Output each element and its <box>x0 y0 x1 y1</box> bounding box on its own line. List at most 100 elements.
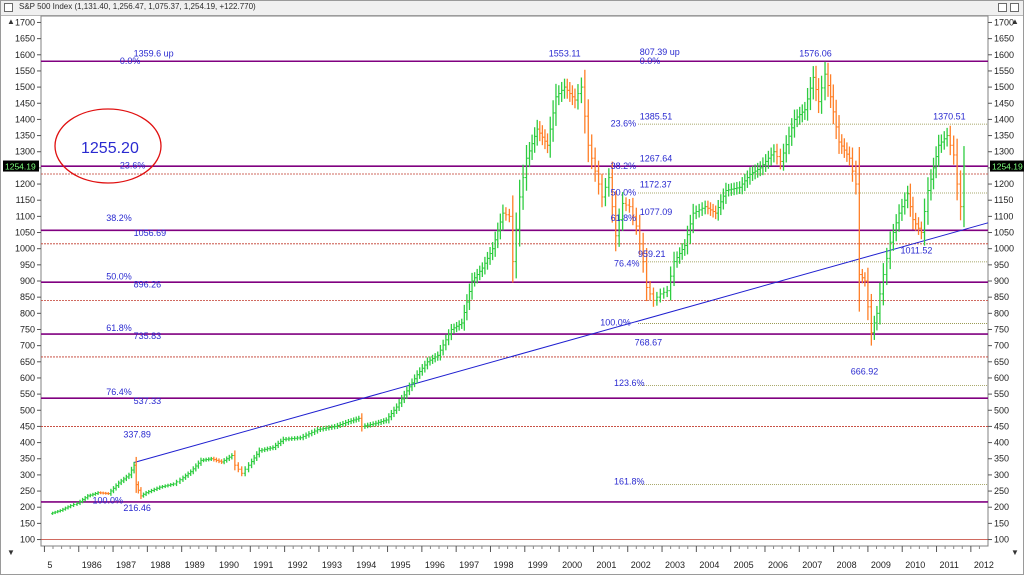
y-tick-label-left: 500 <box>20 405 35 415</box>
fib-annotation: 1553.11 <box>549 48 581 58</box>
scroll-up-icon-left[interactable]: ▲ <box>7 17 15 26</box>
fib-annotation: 1172.37 <box>640 179 672 189</box>
y-tick-label-right: 1500 <box>994 82 1014 92</box>
y-tick-label-right: 750 <box>994 324 1009 334</box>
scroll-down-icon-right[interactable]: ▼ <box>1011 548 1019 557</box>
close-icon[interactable] <box>1010 3 1019 12</box>
y-tick-label-right: 700 <box>994 341 1009 351</box>
x-tick-label: 2000 <box>562 560 582 570</box>
y-tick-label-right: 1050 <box>994 228 1014 238</box>
window-menu-icon[interactable] <box>4 3 13 12</box>
fib-annotation: 100.0% <box>600 318 631 328</box>
y-tick-label-left: 250 <box>20 486 35 496</box>
y-tick-label-right: 800 <box>994 308 1009 318</box>
y-tick-label-right: 950 <box>994 260 1009 270</box>
y-tick-label-right: 650 <box>994 357 1009 367</box>
y-tick-label-right: 1450 <box>994 98 1014 108</box>
y-tick-label-right: 1200 <box>994 179 1014 189</box>
x-tick-label: 1990 <box>219 560 239 570</box>
y-tick-label-left: 1650 <box>15 34 35 44</box>
y-tick-label-left: 1000 <box>15 244 35 254</box>
x-tick-label: 1991 <box>253 560 273 570</box>
y-tick-label-right: 1100 <box>994 211 1013 221</box>
x-tick-label: 2008 <box>837 560 857 570</box>
y-tick-label-left: 300 <box>20 470 35 480</box>
y-tick-label-right: 900 <box>994 276 1009 286</box>
y-tick-label-right: 450 <box>994 421 1009 431</box>
y-tick-label-left: 800 <box>20 308 35 318</box>
highlight-value: 1255.20 <box>81 140 139 157</box>
x-tick-label: 5 <box>47 560 52 570</box>
plot-area <box>40 15 989 547</box>
x-tick-label: 1989 <box>185 560 205 570</box>
fib-annotation: 1077.09 <box>640 207 673 217</box>
y-tick-label-right: 350 <box>994 454 1009 464</box>
fib-annotation: 1370.51 <box>933 111 966 121</box>
y-tick-label-left: 400 <box>20 438 35 448</box>
y-tick-label-left: 600 <box>20 373 35 383</box>
price-box-right <box>990 160 1024 172</box>
fib-annotation: 123.6% <box>614 378 645 388</box>
highlight-circle <box>54 108 162 184</box>
y-tick-label-left: 550 <box>20 389 35 399</box>
fib-annotation: 76.4% <box>614 258 640 268</box>
x-tick-label: 1992 <box>288 560 308 570</box>
x-tick-label: 1988 <box>150 560 170 570</box>
fib-annotation: 50.0% <box>611 187 637 197</box>
x-tick-label: 2011 <box>940 560 959 570</box>
y-tick-label-left: 1050 <box>15 228 35 238</box>
y-tick-label-left: 850 <box>20 292 35 302</box>
window-title: S&P 500 Index (1,131.40, 1,256.47, 1,075… <box>19 2 256 11</box>
fib-annotation: 896.26 <box>134 279 162 289</box>
y-tick-label-left: 1400 <box>15 114 35 124</box>
fib-annotation: 537.33 <box>134 396 162 406</box>
y-tick-label-left: 700 <box>20 341 35 351</box>
fib-annotation: 61.8% <box>106 323 132 333</box>
y-tick-label-right: 250 <box>994 486 1009 496</box>
fib-annotation: 38.2% <box>106 213 132 223</box>
y-tick-label-right: 1000 <box>994 244 1014 254</box>
x-tick-label: 1999 <box>528 560 548 570</box>
y-tick-label-left: 1550 <box>15 66 35 76</box>
fib-annotation: 807.39 up <box>640 47 680 57</box>
y-tick-label-right: 400 <box>994 438 1009 448</box>
y-tick-label-left: 1150 <box>16 195 35 205</box>
fib-annotation: 1576.06 <box>799 48 832 58</box>
y-tick-label-right: 100 <box>994 535 1009 545</box>
fib-annotation: 1359.6 up <box>134 48 174 58</box>
price-box-left <box>3 160 39 172</box>
y-tick-label-left: 1100 <box>16 211 35 221</box>
fib-annotation: 50.0% <box>106 271 132 281</box>
fib-annotation: 735.83 <box>134 331 162 341</box>
y-tick-label-left: 200 <box>20 502 35 512</box>
y-tick-label-right: 850 <box>994 292 1009 302</box>
y-tick-label-right: 600 <box>994 373 1009 383</box>
x-tick-label: 1994 <box>356 560 376 570</box>
x-tick-label: 2006 <box>768 560 788 570</box>
minimize-icon[interactable] <box>998 3 1007 12</box>
y-tick-label-left: 350 <box>20 454 35 464</box>
fib-annotation: 0.0% <box>120 56 141 66</box>
scroll-down-icon-left[interactable]: ▼ <box>7 548 15 557</box>
price-label-right: 1254.19 <box>992 162 1023 172</box>
fib-annotation: 100.0% <box>92 495 123 505</box>
y-tick-label-left: 1300 <box>15 147 35 157</box>
x-tick-label: 1998 <box>493 560 513 570</box>
x-tick-label: 1987 <box>116 560 136 570</box>
x-tick-label: 2001 <box>596 560 616 570</box>
y-tick-label-right: 1400 <box>994 114 1014 124</box>
fib-annotation: 666.92 <box>851 367 879 377</box>
fib-annotation: 768.67 <box>635 338 663 348</box>
y-tick-label-right: 150 <box>994 518 1009 528</box>
y-tick-label-right: 1700 <box>994 17 1014 27</box>
scroll-up-icon-right[interactable]: ▲ <box>1011 17 1019 26</box>
x-tick-label: 2003 <box>665 560 685 570</box>
x-tick-label: 2004 <box>699 560 719 570</box>
trendline <box>133 222 989 464</box>
y-tick-label-left: 650 <box>20 357 35 367</box>
x-tick-label: 1996 <box>425 560 445 570</box>
fib-annotation: 337.89 <box>123 430 151 440</box>
y-tick-label-right: 500 <box>994 405 1009 415</box>
fib-annotation: 1267.64 <box>640 153 673 163</box>
